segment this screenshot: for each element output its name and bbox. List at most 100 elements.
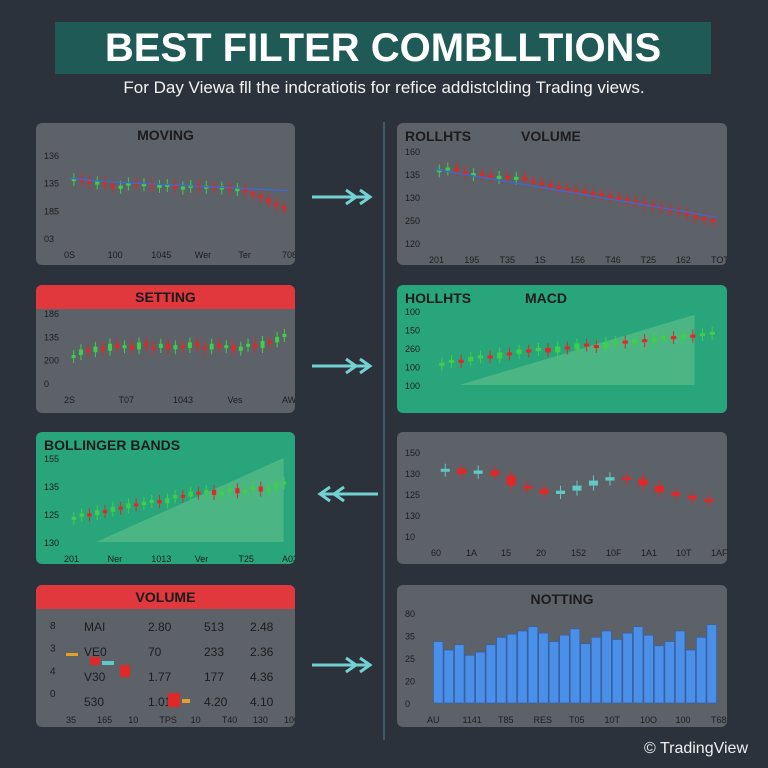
candle [490, 470, 500, 476]
y-tick-label: 0 [44, 379, 49, 389]
chart-setting: 186 135 200 0 2S T07 1043 Ves AWT [44, 309, 295, 405]
y-tick-label: 260 [405, 344, 420, 354]
table-cell: VE0 [84, 645, 107, 659]
candle [487, 355, 493, 359]
y-tick-label: 150 [405, 448, 420, 458]
candle [522, 176, 528, 181]
marker [168, 693, 180, 707]
candle [603, 342, 609, 348]
bar [464, 655, 475, 704]
x-tick-label: 1A [466, 548, 477, 558]
panel-volume-top-label: ROLLHTS [405, 128, 472, 144]
candle [599, 193, 604, 197]
candle [122, 345, 127, 349]
candle [506, 352, 513, 356]
candle [115, 343, 120, 348]
candle [439, 362, 445, 366]
table-cell: 233 [204, 645, 224, 659]
y-tick-label: 130 [405, 511, 420, 521]
candle [468, 356, 474, 362]
candle [144, 342, 149, 347]
candle [71, 516, 77, 520]
candle [693, 215, 698, 219]
x-tick-label: Wer [195, 250, 211, 260]
y-tick-label: 20 [405, 677, 415, 687]
x-tick-label: Ter [238, 250, 251, 260]
candle [274, 483, 279, 489]
candle [282, 334, 287, 337]
y-tick-label: 135 [405, 170, 420, 180]
candle [126, 182, 131, 186]
candle [523, 485, 533, 489]
marker [66, 653, 78, 656]
candle [607, 195, 613, 199]
bar [443, 649, 454, 704]
panel-volume-table-title: VOLUME [36, 585, 295, 609]
candle [158, 343, 163, 348]
candle [87, 179, 92, 184]
candle [209, 343, 214, 350]
panel-bollinger-header: BOLLINGER BANDS [36, 432, 295, 456]
y-tick-label: 155 [44, 454, 59, 464]
x-tick-label: 1043 [173, 395, 193, 405]
y-tick-label: 120 [405, 239, 420, 249]
x-tick-label: 2S [64, 395, 75, 405]
candle [513, 176, 519, 180]
candle [530, 180, 536, 184]
candle [448, 359, 455, 363]
bar [706, 624, 717, 704]
candle [102, 181, 108, 185]
candle [496, 175, 502, 179]
candle [506, 475, 516, 486]
bar [496, 637, 507, 704]
bar [633, 626, 644, 704]
x-tick-label: T85 [498, 715, 514, 725]
candle [573, 189, 579, 193]
candle [231, 345, 236, 351]
candle [165, 184, 170, 188]
candle [157, 500, 162, 504]
bar [696, 637, 707, 704]
table-cell: 70 [148, 645, 162, 659]
candle [699, 333, 706, 337]
candle [516, 349, 522, 354]
candle [166, 343, 171, 350]
candle [173, 345, 178, 350]
candle [616, 197, 622, 200]
candle [676, 209, 681, 213]
y-tick-label: 135 [44, 482, 59, 492]
x-tick-label: 1AF [711, 548, 727, 558]
candle [216, 343, 221, 348]
marker [120, 665, 130, 677]
chart-moving: 136 135 185 03 0S 100 1045 Wer Ter 7085 [44, 151, 295, 260]
shaded-band [96, 458, 284, 542]
candle [684, 211, 690, 216]
table-cell: 4.36 [250, 670, 274, 684]
y-tick-label: 125 [44, 510, 59, 520]
marker [102, 661, 114, 665]
candle [624, 198, 630, 202]
candle [137, 342, 142, 350]
candle [151, 346, 156, 350]
x-tick-label: 100 [676, 715, 691, 725]
panel-macd-title: MACD [525, 290, 567, 306]
candle [238, 346, 243, 351]
table-cell: 2.80 [148, 620, 172, 634]
x-tick-label: T07 [119, 395, 135, 405]
table-cell: 2.48 [250, 620, 274, 634]
x-tick-label: 1141 [463, 715, 482, 725]
table-cell: 530 [84, 695, 104, 709]
x-tick-label: 15 [501, 548, 511, 558]
y-tick-label: 25 [405, 654, 415, 664]
x-tick-label: 156 [570, 255, 585, 265]
bar [475, 651, 486, 704]
arrow-right-icon [312, 656, 373, 674]
x-tick-label: 20 [536, 548, 546, 558]
x-tick-label: 10 [191, 715, 201, 725]
bar [580, 643, 591, 704]
bar [685, 649, 696, 704]
candle [188, 491, 193, 497]
x-tick-label: RES [534, 715, 553, 725]
x-tick-label: 7085 [282, 250, 295, 260]
arrow-right-icon [312, 188, 373, 206]
